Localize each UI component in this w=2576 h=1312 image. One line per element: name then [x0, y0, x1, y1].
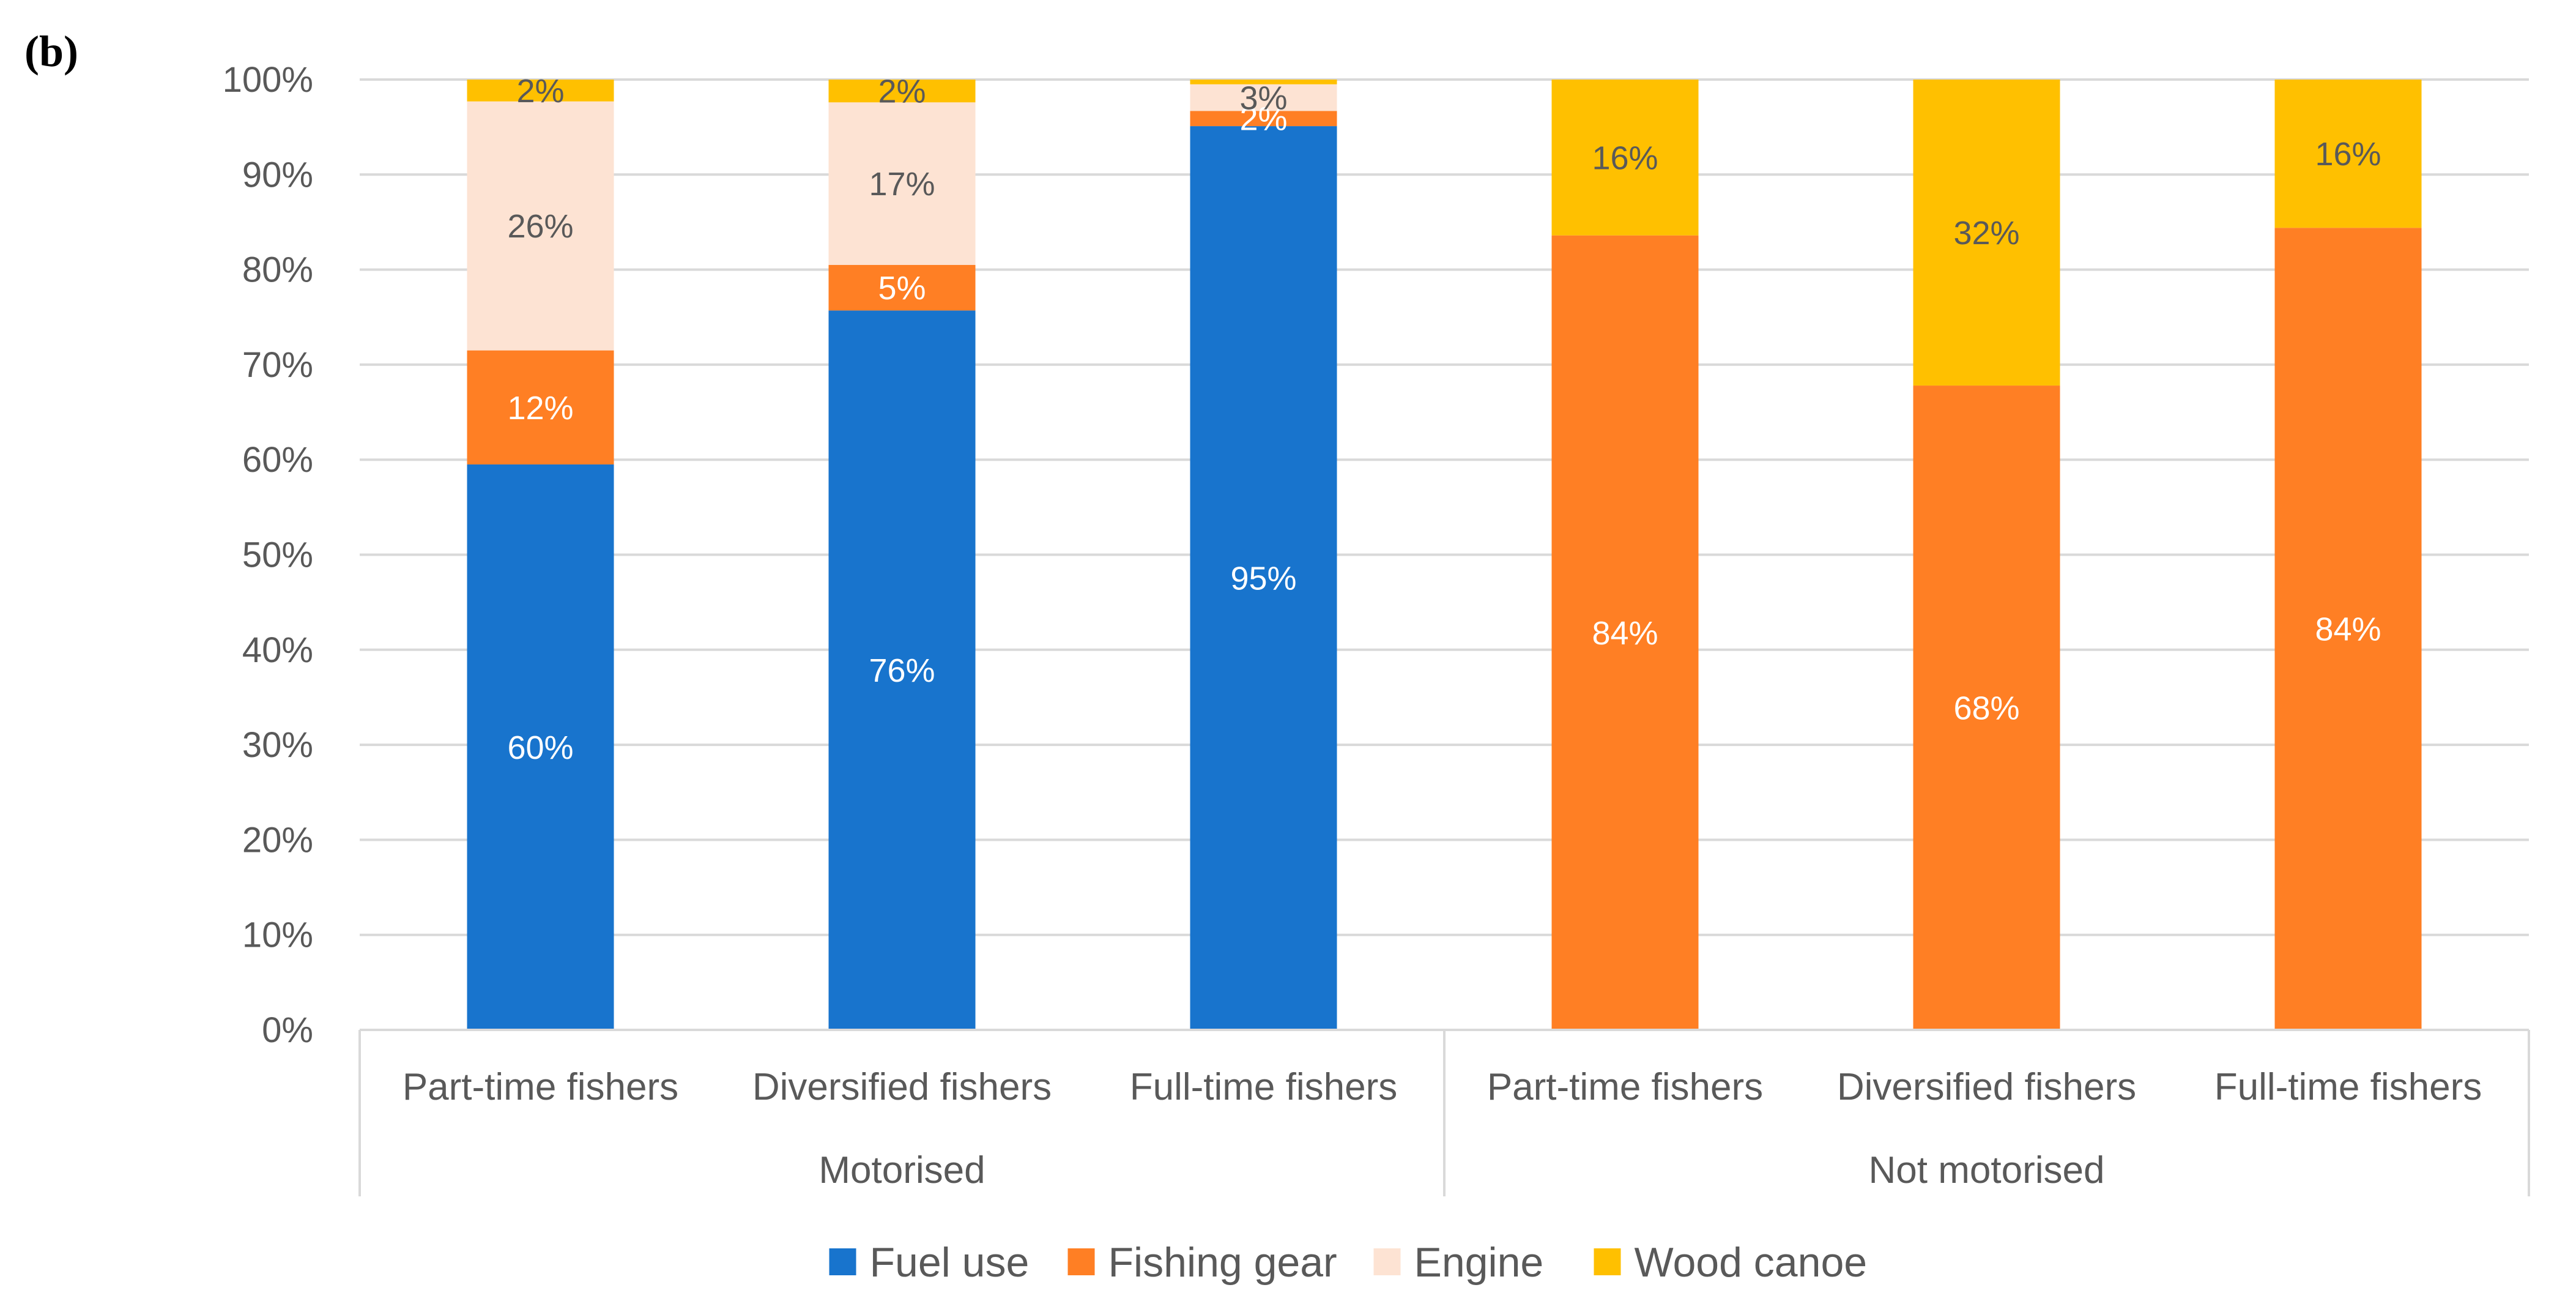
- bar-segment: [1551, 235, 1699, 1030]
- bar-segment: [828, 310, 976, 1030]
- bar-segment: [1913, 80, 2060, 386]
- x-axis: Part-time fishers Diversified fishers Full…: [358, 1029, 2530, 1196]
- y-tick-label: 90%: [242, 155, 313, 195]
- bar-segment: [1190, 126, 1337, 1030]
- panel-letter: b: [39, 27, 64, 76]
- data-label: 60%: [507, 729, 573, 766]
- data-label: 76%: [869, 652, 935, 689]
- y-tick-label: 30%: [242, 725, 313, 765]
- bar-segment: [1190, 80, 1337, 84]
- bar-segment: [828, 102, 976, 265]
- data-label: 16%: [2315, 136, 2381, 173]
- gridlines: [360, 78, 2529, 1031]
- bar-segment: [828, 80, 976, 103]
- x-tick-label: Diversified fishers: [752, 1066, 1052, 1108]
- bar-segment: [1190, 111, 1337, 127]
- data-label: 5%: [878, 270, 926, 307]
- x-tick-label: Full-time fishers: [2214, 1066, 2482, 1108]
- y-tick-label: 40%: [242, 630, 313, 670]
- data-label: 3%: [1239, 80, 1287, 117]
- y-tick-label: 50%: [242, 535, 313, 575]
- y-tick-label: 60%: [242, 440, 313, 480]
- panel-label: (b): [24, 27, 78, 76]
- x-tick-label: Diversified fishers: [1837, 1066, 2136, 1108]
- data-label: 26%: [507, 208, 573, 245]
- data-labels: 60%12%26%2%76%5%17%2%95%2%3%84%16%68%32%…: [507, 73, 2381, 766]
- bar-segment: [828, 264, 976, 311]
- legend: Fuel use Fishing gear Engine Wood canoe: [829, 1239, 1868, 1286]
- data-label: 12%: [507, 390, 573, 427]
- y-tick-label: 0%: [262, 1010, 313, 1050]
- legend-label: Engine: [1414, 1239, 1544, 1286]
- legend-swatch: [1067, 1248, 1095, 1275]
- bars: [467, 80, 2422, 1031]
- x-tick-label: Part-time fishers: [403, 1066, 678, 1108]
- bar-segment: [1551, 80, 1699, 236]
- y-axis: 0% 10% 20% 30% 40% 50% 60% 70% 80% 90% 100%: [223, 60, 313, 1050]
- data-label: 2%: [878, 73, 926, 110]
- legend-label: Wood canoe: [1635, 1239, 1868, 1286]
- data-label: 32%: [1953, 215, 2019, 252]
- legend-label: Fishing gear: [1108, 1239, 1337, 1286]
- bar-segment: [467, 101, 614, 351]
- bar-segment: [467, 80, 614, 102]
- legend-swatch: [829, 1248, 856, 1275]
- y-tick-label: 70%: [242, 345, 313, 385]
- data-label: 2%: [1239, 101, 1287, 138]
- data-label: 84%: [2315, 611, 2381, 648]
- data-label: 16%: [1592, 140, 1658, 176]
- x-tick-label: Part-time fishers: [1487, 1066, 1763, 1108]
- data-label: 2%: [516, 73, 564, 110]
- bar-segment: [467, 464, 614, 1030]
- bar-segment: [467, 350, 614, 464]
- bar-segment: [1190, 84, 1337, 111]
- y-tick-label: 10%: [242, 915, 313, 955]
- group-label: Motorised: [818, 1149, 985, 1191]
- data-label: 68%: [1953, 690, 2019, 727]
- y-tick-label: 100%: [223, 60, 313, 100]
- legend-label: Fuel use: [870, 1239, 1030, 1286]
- data-label: 17%: [869, 166, 935, 203]
- y-tick-label: 20%: [242, 820, 313, 860]
- bar-segment: [1913, 386, 2060, 1031]
- y-tick-label: 80%: [242, 250, 313, 290]
- data-label: 95%: [1230, 561, 1296, 597]
- data-label: 84%: [1592, 615, 1658, 652]
- group-label: Not motorised: [1869, 1149, 2105, 1191]
- bar-segment: [2274, 228, 2422, 1030]
- x-tick-label: Full-time fishers: [1130, 1066, 1398, 1108]
- bar-segment: [2274, 80, 2422, 228]
- legend-swatch: [1594, 1248, 1621, 1275]
- legend-swatch: [1373, 1248, 1401, 1275]
